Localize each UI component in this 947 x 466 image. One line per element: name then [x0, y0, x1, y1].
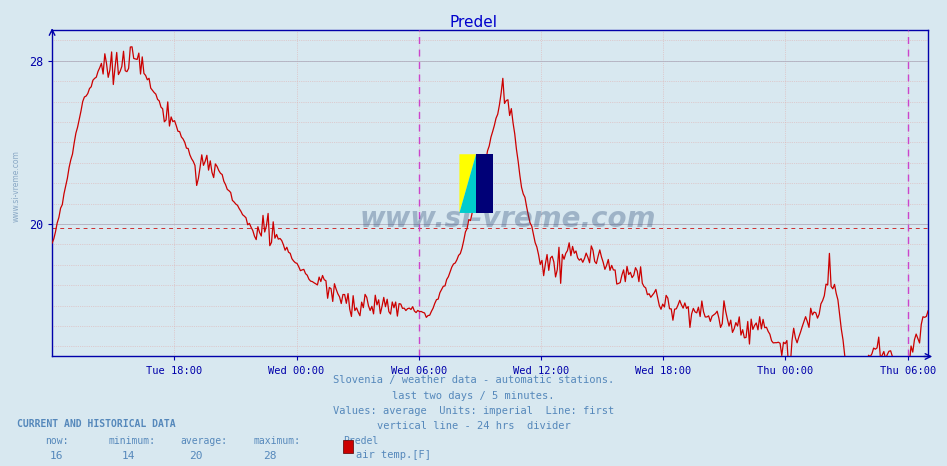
Text: 14: 14	[121, 451, 134, 460]
Polygon shape	[459, 154, 476, 213]
Text: air temp.[F]: air temp.[F]	[356, 450, 431, 460]
Text: Slovenia / weather data - automatic stations.: Slovenia / weather data - automatic stat…	[333, 375, 614, 385]
Text: maximum:: maximum:	[254, 436, 301, 445]
Polygon shape	[459, 154, 476, 213]
Text: Values: average  Units: imperial  Line: first: Values: average Units: imperial Line: fi…	[333, 406, 614, 416]
Text: minimum:: minimum:	[109, 436, 156, 445]
Text: Predel: Predel	[450, 15, 497, 30]
Text: last two days / 5 minutes.: last two days / 5 minutes.	[392, 391, 555, 400]
Text: 20: 20	[189, 451, 203, 460]
Polygon shape	[476, 154, 492, 213]
Text: average:: average:	[180, 436, 227, 445]
Text: www.si-vreme.com: www.si-vreme.com	[359, 206, 656, 233]
Text: 28: 28	[263, 451, 277, 460]
Text: CURRENT AND HISTORICAL DATA: CURRENT AND HISTORICAL DATA	[17, 419, 176, 429]
Text: 16: 16	[50, 451, 63, 460]
Text: Predel: Predel	[343, 436, 378, 445]
Text: vertical line - 24 hrs  divider: vertical line - 24 hrs divider	[377, 421, 570, 431]
Text: now:: now:	[45, 436, 69, 445]
Text: www.si-vreme.com: www.si-vreme.com	[11, 151, 21, 222]
